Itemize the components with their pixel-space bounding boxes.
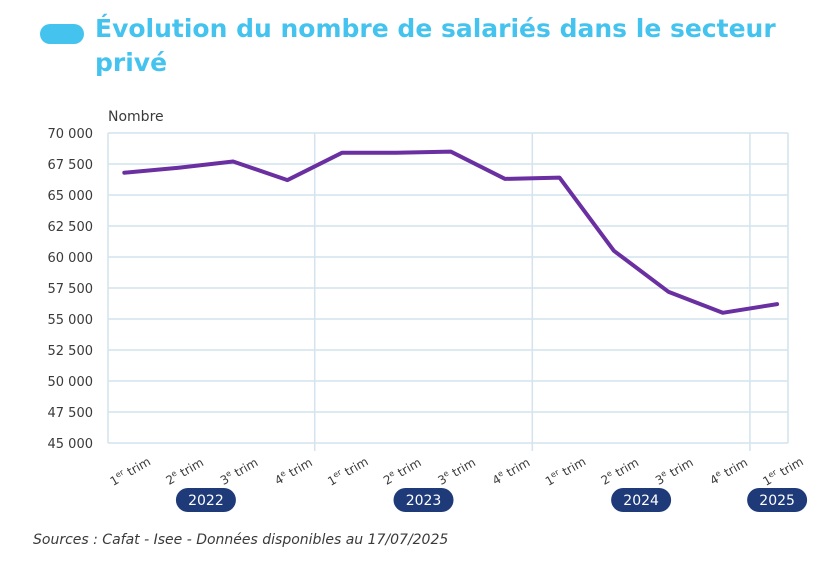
y-tick-label: 57 500 [48,282,94,297]
x-tick-label: 2e trim [598,454,641,488]
y-tick-label: 47 500 [48,406,94,421]
x-tick-label: 3e trim [217,454,260,488]
line-chart: Nombre 45 000 47 500 50 000 52 500 55 000 57 5… [48,109,808,512]
y-tick-label: 70 000 [48,127,94,142]
year-badge [747,488,808,512]
year-badge-label: 2023 [406,493,442,509]
y-tick-label: 52 500 [48,344,94,359]
y-tick-label: 45 000 [48,437,94,452]
year-badge-label: 2024 [623,493,659,509]
y-axis-label: Nombre [108,109,164,125]
x-tick-label: 3e trim [653,454,696,488]
x-tick-label: 1er trim [542,454,588,489]
series-line [122,149,780,315]
x-tick-label: 2e trim [381,454,424,488]
x-tick-label: 4e trim [489,454,532,488]
y-tick-label: 65 000 [48,189,94,204]
year-badge-label: 2025 [759,493,795,509]
chart-title: Évolution du nombre de salariés dans le … [95,14,776,77]
x-tick-label: 4e trim [707,454,750,488]
x-tick-label: 2e trim [163,454,206,488]
x-tick-label: 1er trim [107,454,153,489]
year-badge [393,488,454,512]
x-tick-label: 1er trim [325,454,371,489]
title-pill-marker [40,24,84,44]
year-badge [611,488,672,512]
year-badge [175,488,236,512]
y-tick-label: 62 500 [48,220,94,235]
y-tick-label: 50 000 [48,375,94,390]
y-tick-label: 67 500 [48,158,94,173]
y-tick-label: 55 000 [48,313,94,328]
source-note: Sources : Cafat - Isee - Données disponi… [33,532,449,548]
x-tick-label: 1er trim [760,454,806,489]
x-tick-label: 3e trim [435,454,478,488]
year-badge-label: 2022 [188,493,224,509]
x-tick-label: 4e trim [272,454,315,488]
y-tick-label: 60 000 [48,251,94,266]
